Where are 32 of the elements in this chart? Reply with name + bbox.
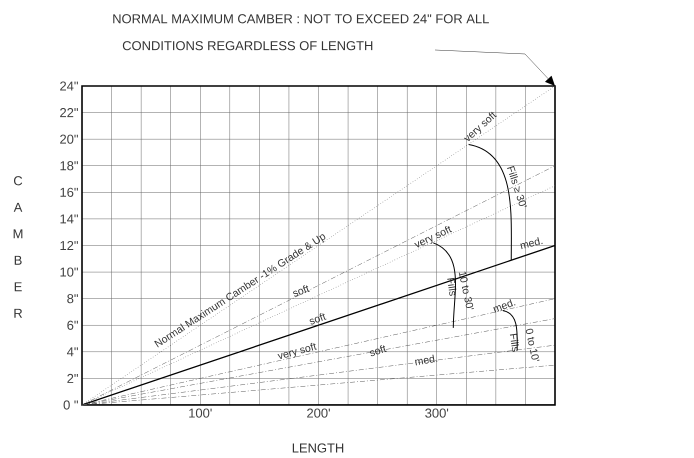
annotation: Fills xyxy=(447,278,456,296)
annotation: med. xyxy=(520,237,543,250)
x-tick-label: 300' xyxy=(425,408,448,418)
y-tick-label: 6" xyxy=(67,320,78,330)
annotation: very soft xyxy=(464,112,497,142)
y-tick-label: 4" xyxy=(66,347,78,356)
y-tick-label: 18" xyxy=(60,161,78,170)
y-tick-label: 14" xyxy=(60,214,78,224)
text: CAMBER xyxy=(14,176,22,318)
y-tick-label: 20" xyxy=(60,134,78,144)
y-tick-label: 8" xyxy=(67,294,78,304)
x-tick-label: 100' xyxy=(189,408,212,418)
annotation: very soft xyxy=(277,342,317,360)
y-tick-label: 0 " xyxy=(64,400,78,410)
y-tick-label: 2" xyxy=(67,374,78,383)
annotation: very soft xyxy=(414,226,452,248)
annotation: med. xyxy=(493,298,516,313)
annotation: 0 to 10' xyxy=(526,328,540,361)
y-tick-label: 16" xyxy=(60,188,78,197)
annotation: 10 to 30' xyxy=(458,272,474,310)
y-tick-label: 10" xyxy=(60,267,78,277)
annotation: med. xyxy=(415,354,438,366)
annotation: soft xyxy=(370,345,387,356)
y-tick-label: 22" xyxy=(60,108,78,118)
annotation: soft xyxy=(293,285,310,297)
annotation: Fills ≥ 30' xyxy=(507,166,528,207)
annotation: soft xyxy=(310,313,326,324)
chart-title: NORMAL MAXIMUM CAMBER : NOT TO EXCEED 24" FOR ALL CONDITIONS REGARDLESS OF LENGTH xyxy=(113,14,489,50)
y-tick-label: 24" xyxy=(60,81,78,91)
x-axis-title: LENGTH xyxy=(292,443,344,453)
y-tick-label: 12" xyxy=(60,240,78,250)
x-tick-label: 200' xyxy=(307,408,330,418)
